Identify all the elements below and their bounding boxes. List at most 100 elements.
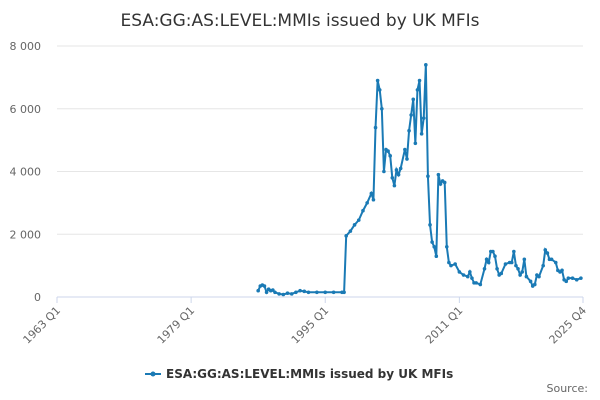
point (560, 268, 564, 273)
point (365, 201, 369, 205)
point (484, 257, 489, 262)
point (262, 284, 267, 288)
point (432, 245, 437, 249)
point (442, 180, 447, 185)
legend-marker (150, 371, 156, 377)
point (419, 132, 424, 136)
point (298, 288, 302, 293)
point (390, 175, 395, 180)
point (453, 262, 457, 266)
y-tick-label: 8 000 (10, 40, 42, 53)
y-tick-label: 0 (34, 291, 41, 304)
point (495, 266, 499, 271)
point (549, 257, 554, 262)
point (541, 263, 545, 268)
line (257, 64, 582, 296)
point (356, 218, 361, 222)
x-tick-label: 1963 Q1 (21, 304, 64, 347)
point (392, 183, 397, 188)
point (394, 168, 399, 172)
point (436, 172, 441, 177)
point (457, 270, 462, 274)
point (344, 234, 348, 238)
point (361, 208, 365, 213)
point (493, 254, 497, 259)
point (306, 290, 311, 295)
point (486, 260, 491, 265)
y-tick-label: 4 000 (10, 166, 42, 179)
point (398, 166, 403, 171)
point (375, 78, 380, 83)
point (426, 174, 430, 179)
point (528, 279, 533, 284)
point (444, 245, 449, 249)
x-tick-label: 2025 Q4 (547, 304, 590, 347)
point (388, 154, 393, 158)
point (491, 249, 495, 254)
point (499, 271, 504, 276)
point (273, 290, 277, 295)
source-label: Source: (547, 382, 589, 395)
point (514, 263, 518, 268)
point (579, 276, 583, 280)
point (570, 276, 575, 280)
point (369, 191, 374, 196)
point (331, 290, 336, 295)
point (516, 266, 520, 271)
point (449, 263, 453, 268)
point (438, 182, 443, 186)
point (264, 290, 269, 295)
point (377, 88, 382, 92)
point (509, 260, 514, 265)
point (574, 277, 579, 282)
point (543, 248, 548, 252)
x-tick-label: 1995 Q1 (289, 304, 332, 347)
point (294, 290, 298, 295)
point (281, 292, 286, 297)
point (285, 291, 290, 296)
point (474, 281, 478, 285)
point (430, 240, 434, 244)
point (465, 274, 470, 279)
point (417, 78, 422, 83)
point (380, 106, 384, 111)
x-tick-label: 2011 Q1 (423, 304, 466, 347)
point (407, 128, 411, 133)
point (482, 266, 487, 271)
point (373, 125, 378, 130)
y-tick-label: 6 000 (10, 103, 42, 116)
point (564, 279, 569, 284)
point (396, 172, 401, 177)
point (478, 282, 483, 287)
point (512, 249, 516, 254)
point (545, 251, 550, 255)
point (342, 290, 346, 295)
point (470, 276, 474, 280)
point (371, 197, 376, 202)
point (315, 290, 319, 295)
point (537, 274, 541, 279)
point (382, 169, 386, 174)
point (256, 288, 260, 293)
y-tick-label: 2 000 (10, 228, 42, 241)
point (415, 88, 420, 92)
point (323, 290, 328, 295)
point (403, 147, 407, 152)
point (289, 292, 294, 296)
legend-label: ESA:GG:AS:LEVEL:MMIs issued by UK MFIs (166, 367, 453, 381)
point (434, 254, 439, 259)
point (461, 273, 466, 277)
point (428, 223, 432, 227)
point (447, 260, 451, 265)
point (277, 292, 281, 296)
point (522, 257, 527, 262)
point (468, 270, 472, 274)
point (503, 262, 508, 266)
point (566, 276, 571, 280)
point (302, 289, 307, 294)
point (386, 149, 390, 153)
point (421, 116, 426, 120)
chart-title: ESA:GG:AS:LEVEL:MMIs issued by UK MFIs (121, 11, 480, 31)
point (520, 270, 525, 274)
